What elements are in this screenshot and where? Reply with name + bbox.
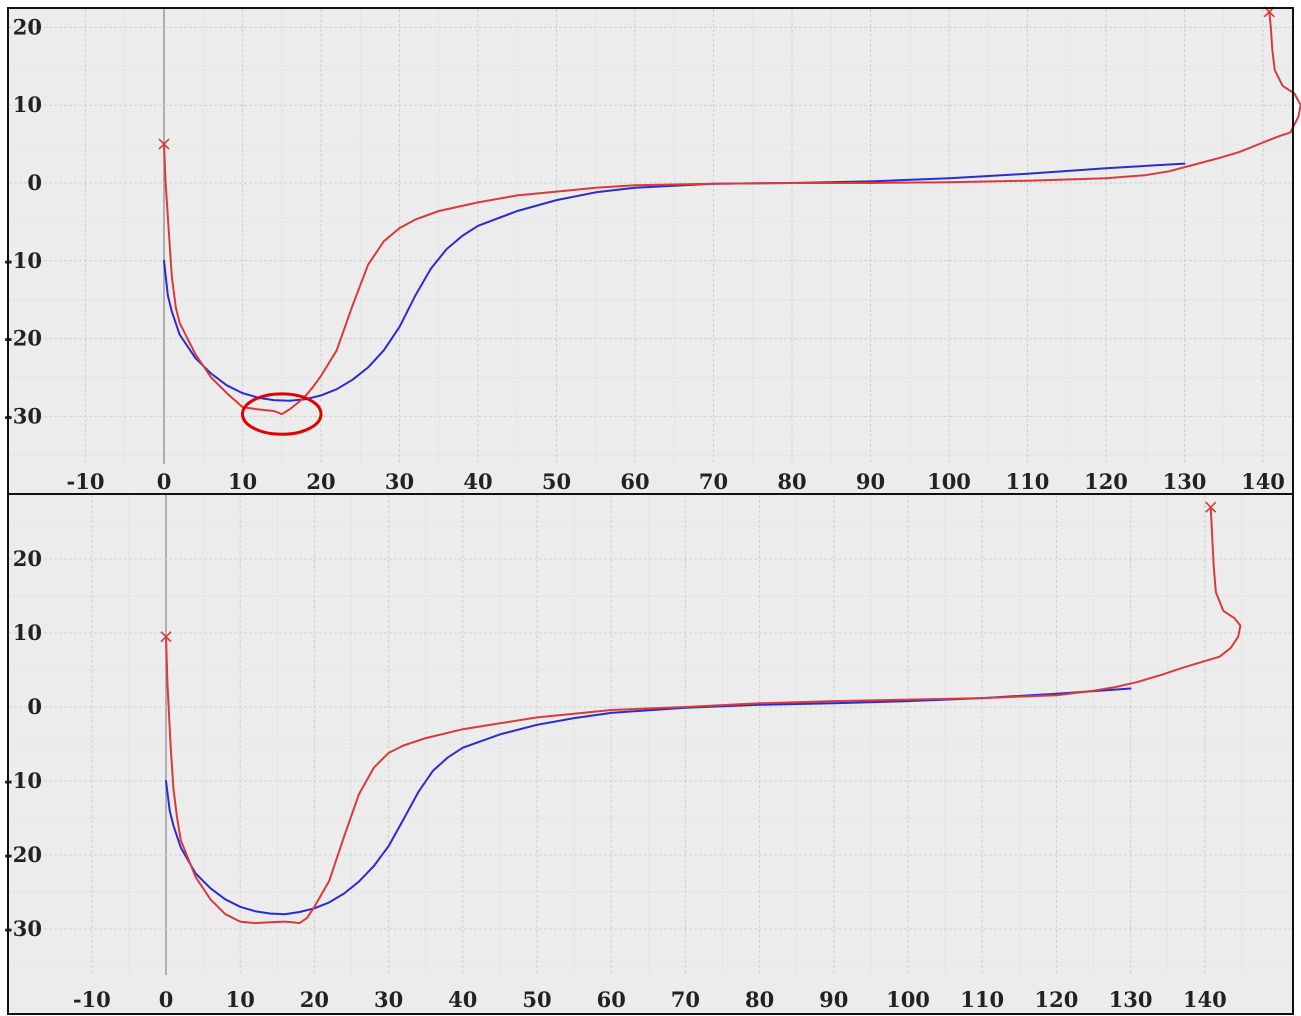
y-tick-label: -10 — [4, 768, 42, 793]
x-marker — [1205, 501, 1217, 513]
minor-grid — [9, 9, 1292, 464]
x-tick-label: 70 — [671, 987, 700, 1012]
x-tick-label: 40 — [448, 987, 477, 1012]
y-tick-labels: 20 10 0 -10 -20 -30 — [4, 546, 42, 941]
y-tick-label: 0 — [27, 170, 42, 195]
y-tick-label: 20 — [13, 14, 42, 39]
x-tick-label: 100 — [886, 987, 930, 1012]
x-marker-stroke — [160, 631, 172, 643]
x-tick-label: 20 — [300, 987, 329, 1012]
x-marker-stroke — [1205, 501, 1217, 513]
series-line-red — [163, 10, 1301, 416]
y-tick-label: 10 — [13, 620, 42, 645]
series-line-red — [165, 506, 1242, 925]
highlight-ellipse — [241, 392, 323, 436]
x-marker-stroke — [158, 138, 170, 150]
y-tick-labels: 20 10 0 -10 -20 -30 — [4, 14, 42, 428]
bottom-line-chart: -10 0 10 20 30 40 50 60 70 80 90 100 110 120 130 140201… — [4, 495, 1292, 1014]
major-grid — [9, 9, 1292, 464]
x-tick-label: 130 — [1109, 987, 1153, 1012]
x-tick-label: -10 — [73, 987, 111, 1012]
x-tick-label: 30 — [385, 469, 414, 494]
x-tick-label: 110 — [1006, 469, 1050, 494]
x-tick-label: 0 — [157, 469, 172, 494]
y-tick-label: -20 — [4, 842, 42, 867]
top-line-chart: -10 0 10 20 30 40 50 60 70 80 90 100 110 120 130 140201… — [4, 6, 1301, 494]
x-tick-label: 60 — [597, 987, 626, 1012]
y-tick-label: -10 — [4, 248, 42, 273]
x-tick-label: 40 — [463, 469, 492, 494]
x-tick-label: 110 — [960, 987, 1004, 1012]
x-tick-label: 10 — [226, 987, 255, 1012]
x-tick-label: 0 — [159, 987, 174, 1012]
y-tick-label: -30 — [4, 403, 42, 428]
x-marker — [160, 631, 172, 643]
x-tick-label: 50 — [542, 469, 571, 494]
x-tick-label: 120 — [1084, 469, 1128, 494]
plot-background — [9, 495, 1292, 1014]
x-tick-label: 140 — [1241, 469, 1285, 494]
x-marker — [158, 138, 170, 150]
major-grid — [9, 495, 1292, 975]
x-tick-label: 90 — [819, 987, 848, 1012]
figure-border — [7, 7, 1294, 1015]
x-tick-label: 130 — [1163, 469, 1207, 494]
minor-grid — [9, 495, 1292, 975]
x-tick-label: 50 — [522, 987, 551, 1012]
x-tick-label: 80 — [777, 469, 806, 494]
x-tick-labels: -10 0 10 20 30 40 50 60 70 80 90 100 110 120 130 140 — [67, 469, 1285, 494]
y-tick-label: 10 — [13, 92, 42, 117]
series-line-blue — [165, 687, 1132, 916]
x-tick-label: 30 — [374, 987, 403, 1012]
x-tick-label: 10 — [228, 469, 257, 494]
x-tick-label: 120 — [1034, 987, 1078, 1012]
x-tick-labels: -10 0 10 20 30 40 50 60 70 80 90 100 110 120 130 140 — [73, 987, 1227, 1012]
x-tick-label: 80 — [745, 987, 774, 1012]
y-tick-label: -30 — [4, 916, 42, 941]
y-tick-label: 0 — [27, 694, 42, 719]
x-tick-label: 90 — [856, 469, 885, 494]
x-tick-label: -10 — [67, 469, 105, 494]
x-tick-label: 100 — [927, 469, 971, 494]
y-tick-label: -20 — [4, 326, 42, 351]
x-tick-label: 20 — [306, 469, 335, 494]
x-tick-label: 140 — [1183, 987, 1227, 1012]
x-tick-label: 70 — [699, 469, 728, 494]
x-tick-label: 60 — [620, 469, 649, 494]
plot-background — [9, 9, 1292, 493]
y-tick-label: 20 — [13, 546, 42, 571]
